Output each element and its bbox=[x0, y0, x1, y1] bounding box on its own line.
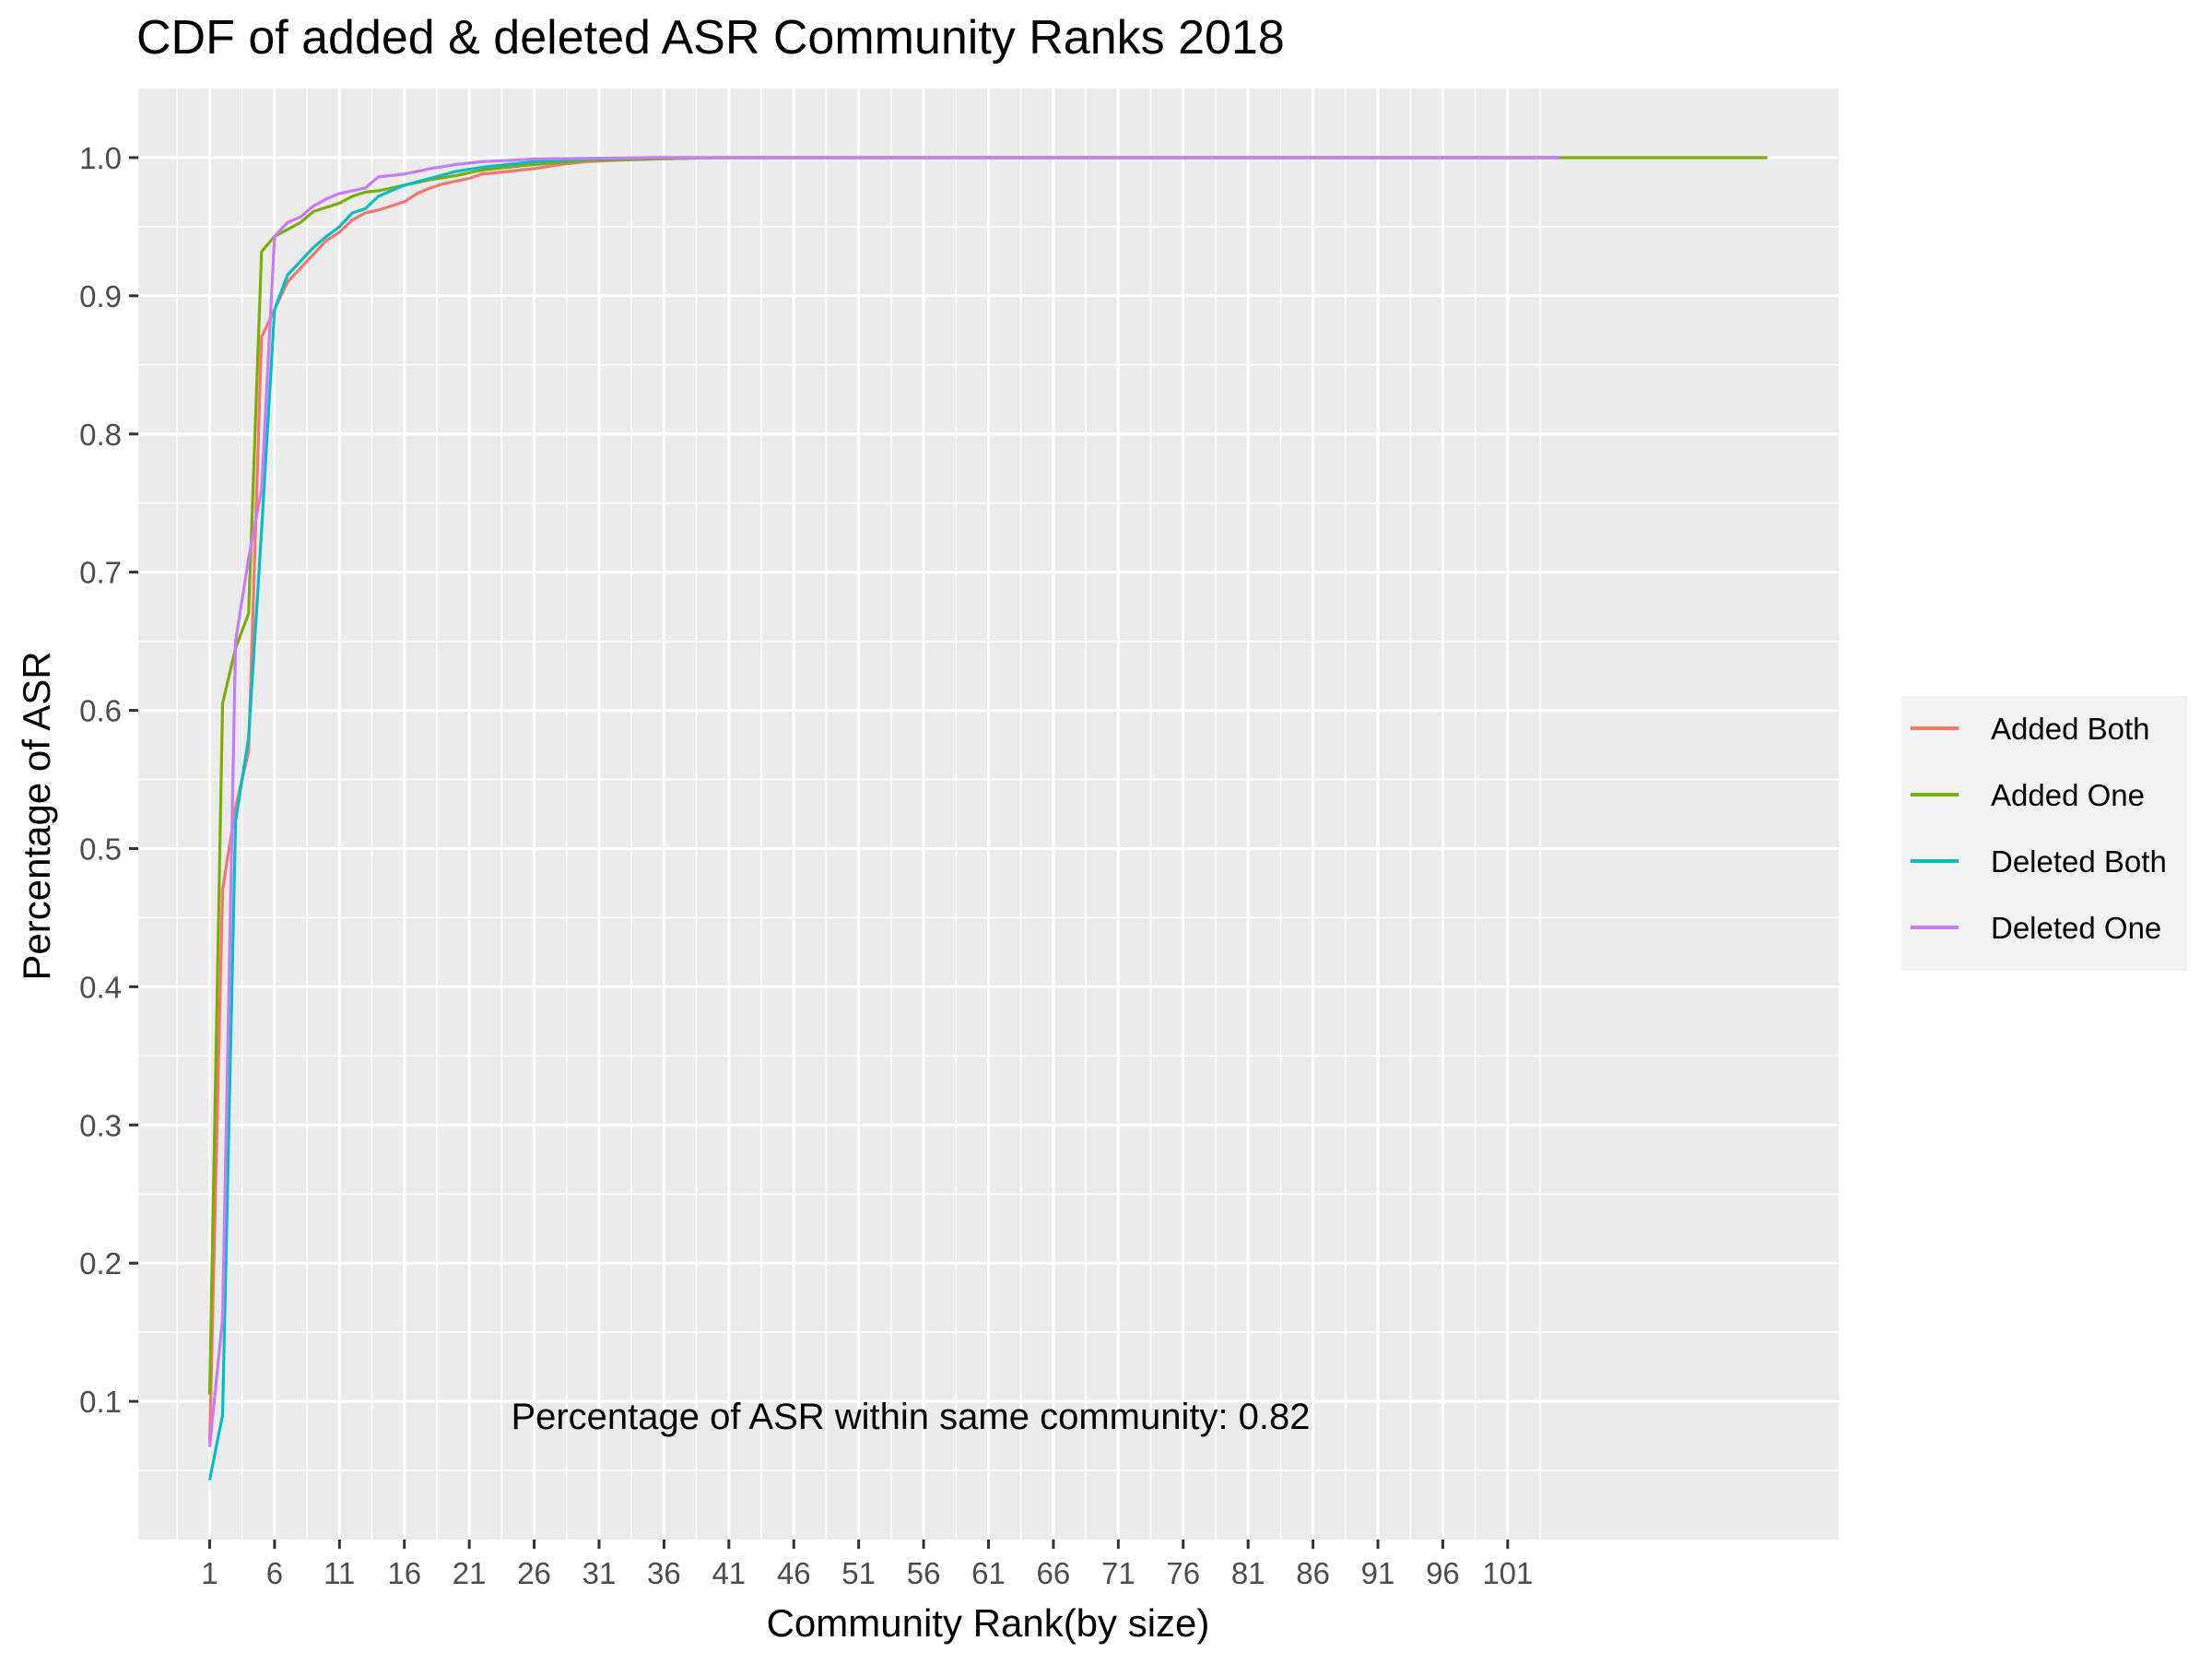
x-tick-label: 86 bbox=[1296, 1556, 1330, 1590]
x-axis: 1 6 11 16 21 26 31 36 41 46 51 56 61 66 71 76 81 86 91 96 10… bbox=[201, 1540, 1533, 1590]
chart-title: CDF of added & deleted ASR Community Ran… bbox=[136, 11, 1285, 65]
series-line-deleted-one bbox=[207, 156, 1560, 1447]
legend-label: Deleted One bbox=[1991, 911, 2161, 945]
legend-background bbox=[1901, 696, 2187, 971]
x-tick-label: 21 bbox=[453, 1556, 487, 1590]
y-tick-label: 0.4 bbox=[79, 970, 122, 1004]
x-tick-label: 46 bbox=[777, 1556, 811, 1590]
x-tick-label: 101 bbox=[1482, 1556, 1533, 1590]
x-tick-label: 26 bbox=[517, 1556, 551, 1590]
chart-annotation: Percentage of ASR within same community:… bbox=[511, 1397, 1310, 1437]
legend-label: Added Both bbox=[1991, 712, 2149, 746]
grid-major bbox=[138, 89, 1839, 1540]
y-tick-label: 0.7 bbox=[79, 556, 122, 590]
y-tick-label: 0.3 bbox=[79, 1108, 122, 1142]
y-axis: 0.1 0.2 0.3 0.4 0.5 0.6 0.7 0.8 0.9 1.0 bbox=[79, 141, 138, 1419]
x-tick-label: 1 bbox=[201, 1556, 218, 1590]
series-line-deleted-both bbox=[207, 156, 1560, 1481]
y-tick-label: 0.8 bbox=[79, 418, 122, 452]
legend-label: Deleted Both bbox=[1991, 844, 2167, 879]
y-tick-label: 0.5 bbox=[79, 832, 122, 866]
legend: Added Both Added One Deleted Both Deleted O… bbox=[1901, 696, 2187, 971]
x-tick-label: 51 bbox=[841, 1556, 876, 1590]
x-tick-label: 56 bbox=[907, 1556, 941, 1590]
y-tick-label: 1.0 bbox=[79, 141, 122, 175]
x-tick-label: 36 bbox=[647, 1556, 681, 1590]
series-line-added-one bbox=[207, 156, 1768, 1395]
x-tick-label: 96 bbox=[1426, 1556, 1460, 1590]
x-tick-label: 31 bbox=[582, 1556, 617, 1590]
x-tick-label: 61 bbox=[971, 1556, 1006, 1590]
grid-minor bbox=[138, 89, 1839, 1540]
y-axis-label: Percentage of ASR bbox=[15, 651, 58, 980]
x-tick-label: 76 bbox=[1166, 1556, 1200, 1590]
series-layer bbox=[207, 156, 1768, 1481]
x-tick-label: 91 bbox=[1361, 1556, 1395, 1590]
x-tick-label: 66 bbox=[1037, 1556, 1071, 1590]
x-axis-label: Community Rank(by size) bbox=[767, 1601, 1210, 1645]
annotation-layer: Percentage of ASR within same community:… bbox=[511, 1397, 1310, 1437]
legend-label: Added One bbox=[1991, 778, 2145, 812]
y-tick-label: 0.9 bbox=[79, 279, 122, 313]
x-tick-label: 71 bbox=[1101, 1556, 1135, 1590]
y-tick-label: 0.1 bbox=[79, 1385, 122, 1419]
x-tick-label: 11 bbox=[324, 1556, 355, 1590]
x-tick-label: 16 bbox=[387, 1556, 421, 1590]
y-tick-label: 0.2 bbox=[79, 1246, 122, 1280]
x-tick-label: 81 bbox=[1231, 1556, 1265, 1590]
x-tick-label: 6 bbox=[266, 1556, 283, 1590]
x-tick-label: 41 bbox=[712, 1556, 746, 1590]
y-tick-label: 0.6 bbox=[79, 694, 122, 728]
series-line-added-both bbox=[207, 156, 1560, 1444]
